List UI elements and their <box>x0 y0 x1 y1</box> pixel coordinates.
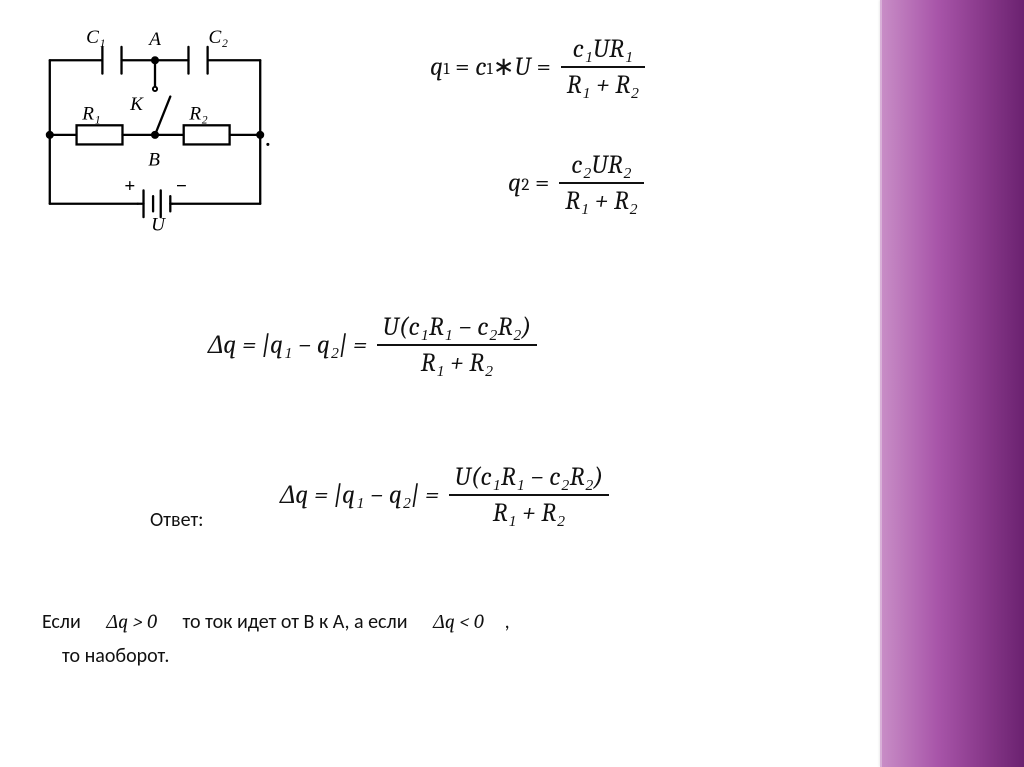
bottom-cond2: Δq < 0 <box>433 610 484 634</box>
label-r1: R₁ <box>81 104 100 125</box>
bottom-t2: то ток идет от В к А, а если <box>183 610 408 634</box>
formula-q1: q1 = c1 ∗ U = c₁UR₁ R₁ + R₂ <box>430 32 649 102</box>
formula-dq2: Δq = |q₁ − q₂| = U(c₁R₁ − c₂R₂) R₁ + R₂ <box>280 460 613 530</box>
circuit-diagram: C₁ A C₂ K R₁ R₂ B + − U <box>30 22 280 242</box>
q1-den: R₁ + R₂ <box>561 68 646 102</box>
answer-label: Ответ: <box>150 508 204 532</box>
q2-lhs-var: q <box>508 168 521 198</box>
q1-num: c₁UR₁ <box>567 32 639 66</box>
q2-num: c₂UR₂ <box>565 148 637 182</box>
label-minus: − <box>176 176 187 197</box>
dq1-num: U(c₁R₁ − c₂R₂) <box>377 310 538 344</box>
label-k: K <box>129 94 144 115</box>
q1-mid-var: c <box>475 52 486 82</box>
bottom-t4: то наоборот. <box>62 644 169 668</box>
label-a: A <box>147 29 161 50</box>
bottom-line-2: то наоборот. <box>62 644 169 668</box>
dq2-lhs: Δq = |q₁ − q₂| = <box>280 480 439 510</box>
bottom-line-1: Если Δq > 0 то ток идет от В к А, а если… <box>42 610 862 634</box>
dq2-den: R₁ + R₂ <box>487 496 572 530</box>
bottom-cond1: Δq > 0 <box>106 610 157 634</box>
q1-lhs-var: q <box>430 52 443 82</box>
label-r2: R₂ <box>188 104 208 125</box>
side-gradient-panel <box>880 0 1024 767</box>
label-c2: C₂ <box>209 27 229 48</box>
label-c1: C₁ <box>86 27 105 48</box>
dq1-den: R₁ + R₂ <box>415 346 500 380</box>
q1-lhs-sub: 1 <box>443 60 449 79</box>
bottom-t3: , <box>505 610 510 634</box>
label-plus: + <box>124 176 135 197</box>
label-b: B <box>148 149 160 170</box>
bottom-t1: Если <box>42 610 81 634</box>
dq2-num: U(c₁R₁ − c₂R₂) <box>449 460 610 494</box>
q1-mid-op: ∗ <box>493 52 515 82</box>
dq1-lhs: Δq = |q₁ − q₂| = <box>208 330 367 360</box>
q1-mid-sub: 1 <box>487 60 493 79</box>
formula-q2: q2 = c₂UR₂ R₁ + R₂ <box>508 148 648 218</box>
formula-dq1: Δq = |q₁ − q₂| = U(c₁R₁ − c₂R₂) R₁ + R₂ <box>208 310 541 380</box>
q2-den: R₁ + R₂ <box>559 184 644 218</box>
q1-mid-var2: U <box>515 52 531 82</box>
label-u: U <box>151 215 166 236</box>
q2-lhs-sub: 2 <box>521 176 529 195</box>
